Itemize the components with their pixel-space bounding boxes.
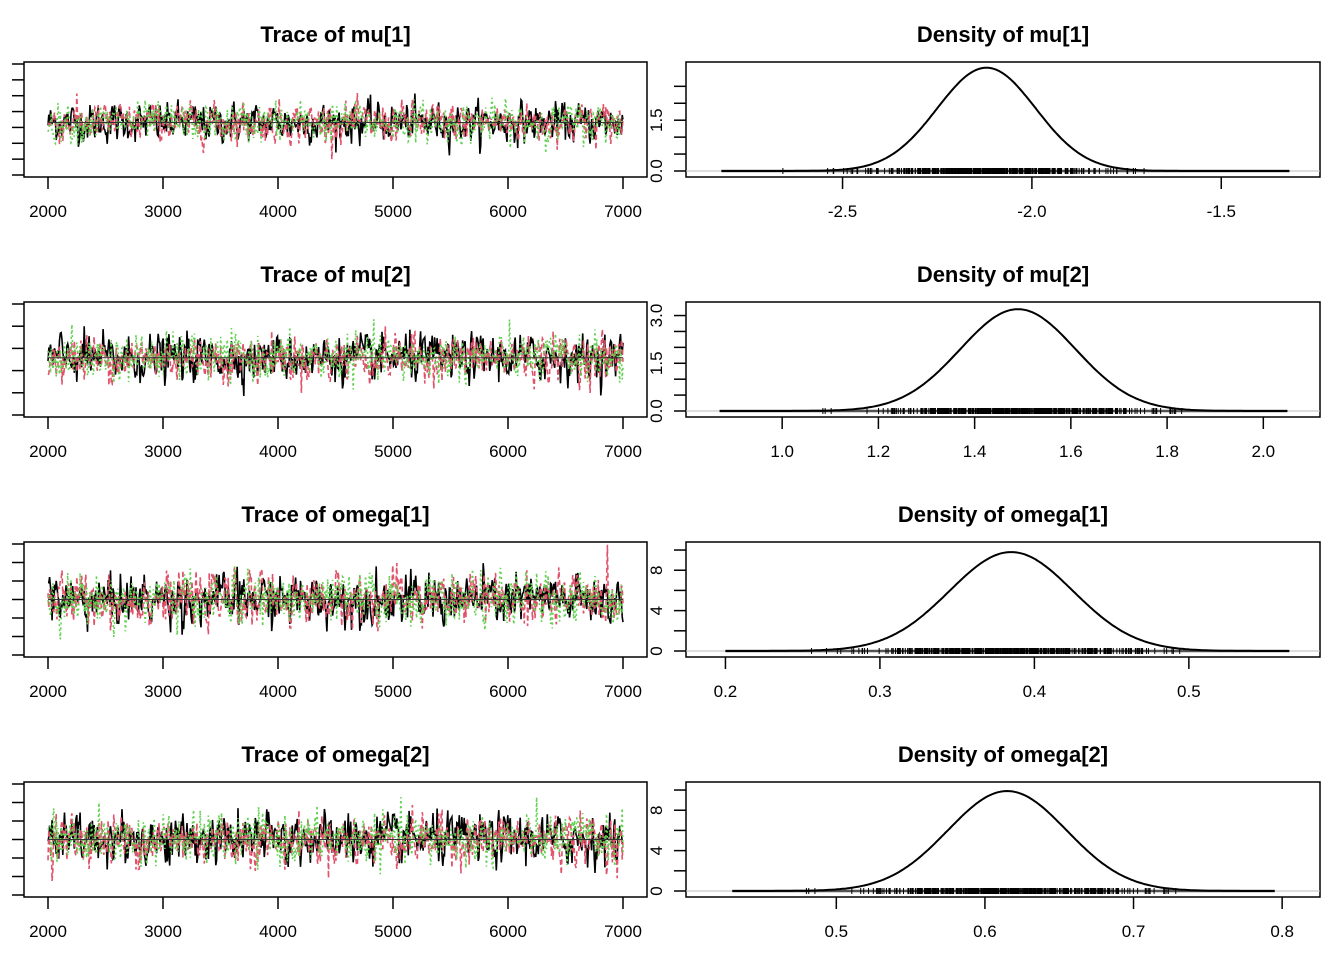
plot-frame xyxy=(23,61,648,178)
y-tick-label: 1.5 xyxy=(647,351,666,375)
plot-frame xyxy=(685,541,1321,658)
chart-title: Density of mu[2] xyxy=(917,262,1089,287)
density-curve xyxy=(719,308,1288,412)
y-tick-label: 8 xyxy=(647,805,666,814)
x-tick-label: 0.5 xyxy=(1177,682,1201,701)
rug-marks xyxy=(822,408,1183,414)
rug-marks xyxy=(782,168,1145,174)
x-tick-label: 0.6 xyxy=(973,922,997,941)
density-panel-1: Density of mu[1] 0.0 1.5 -2.5 -2.0 -1.5 xyxy=(647,22,1321,221)
y-tick-label: 0.0 xyxy=(647,159,666,183)
trace-panel-4: Trace of omega[2] 2000 3000 4000 5000 6000 700… xyxy=(12,742,648,941)
x-tick-label: 3000 xyxy=(144,682,182,701)
x-tick-label: 3000 xyxy=(144,922,182,941)
x-tick-label: 1.6 xyxy=(1059,442,1083,461)
x-tick-label: 1.0 xyxy=(770,442,794,461)
trace-panel-2: Trace of mu[2] 2000 3000 4000 5000 6000 7000 xyxy=(12,262,648,461)
x-tick-label: 2.0 xyxy=(1251,442,1275,461)
x-tick-label: 7000 xyxy=(604,682,642,701)
x-tick-label: -2.0 xyxy=(1017,202,1046,221)
x-tick-label: 5000 xyxy=(374,442,412,461)
rug-marks xyxy=(811,648,1181,654)
y-tick-label: 4 xyxy=(647,846,666,855)
chart-title: Trace of mu[2] xyxy=(260,262,410,287)
x-tick-label: 4000 xyxy=(259,202,297,221)
plot-frame xyxy=(685,301,1321,418)
chart-title: Density of mu[1] xyxy=(917,22,1089,47)
x-tick-label: 0.5 xyxy=(824,922,848,941)
plot-frame xyxy=(685,61,1321,178)
y-tick-label: 1.5 xyxy=(647,108,666,132)
x-tick-label: 2000 xyxy=(29,442,67,461)
y-tick-label: 0 xyxy=(647,646,666,655)
chain-line-3 xyxy=(47,566,624,640)
x-tick-label: 0.3 xyxy=(868,682,892,701)
x-tick-label: 7000 xyxy=(604,442,642,461)
chart-title: Density of omega[2] xyxy=(898,742,1108,767)
chart-title: Density of omega[1] xyxy=(898,502,1108,527)
y-tick-label: 0 xyxy=(647,886,666,895)
x-tick-label: -1.5 xyxy=(1207,202,1236,221)
rug-marks xyxy=(805,888,1177,894)
trace-panel-1: Trace of mu[1] 2000 3000 4000 5000 6000 7000 xyxy=(12,22,648,221)
trace-panel-3: Trace of omega[1] 2000 3000 4000 5000 6000 700… xyxy=(12,502,648,701)
chain-line-2 xyxy=(47,544,624,635)
x-tick-label: 4000 xyxy=(259,442,297,461)
chart-title: Trace of omega[2] xyxy=(241,742,429,767)
chart-title: Trace of omega[1] xyxy=(241,502,429,527)
chain-line-2 xyxy=(47,92,624,160)
x-tick-label: 5000 xyxy=(374,682,412,701)
x-tick-label: 1.2 xyxy=(867,442,891,461)
x-tick-label: 6000 xyxy=(489,682,527,701)
density-panel-4: Density of omega[2] 0 4 8 0.5 0.6 0.7 0.8 xyxy=(647,742,1321,941)
x-tick-label: 0.8 xyxy=(1270,922,1294,941)
chart-title: Trace of mu[1] xyxy=(260,22,410,47)
x-tick-label: 0.7 xyxy=(1122,922,1146,941)
density-curve xyxy=(725,551,1290,652)
x-tick-label: 6000 xyxy=(489,442,527,461)
x-tick-label: 7000 xyxy=(604,202,642,221)
y-tick-label: 0.0 xyxy=(647,399,666,423)
x-tick-label: 1.8 xyxy=(1155,442,1179,461)
x-tick-label: 2000 xyxy=(29,922,67,941)
plot-frame xyxy=(685,781,1321,898)
x-tick-label: 2000 xyxy=(29,202,67,221)
y-tick-label: 4 xyxy=(647,606,666,615)
x-tick-label: 7000 xyxy=(604,922,642,941)
x-tick-label: 3000 xyxy=(144,442,182,461)
x-tick-label: 4000 xyxy=(259,682,297,701)
x-tick-label: 3000 xyxy=(144,202,182,221)
plot-frame xyxy=(23,301,648,418)
y-tick-label: 3.0 xyxy=(647,304,666,328)
x-tick-label: 2000 xyxy=(29,682,67,701)
x-tick-label: 4000 xyxy=(259,922,297,941)
x-tick-label: 6000 xyxy=(489,202,527,221)
density-curve xyxy=(732,789,1275,892)
x-tick-label: 5000 xyxy=(374,922,412,941)
x-tick-label: 6000 xyxy=(489,922,527,941)
x-tick-label: 0.4 xyxy=(1023,682,1047,701)
chain-line-3 xyxy=(47,797,624,875)
y-tick-label: 8 xyxy=(647,565,666,574)
density-curve xyxy=(721,66,1290,172)
x-tick-label: 5000 xyxy=(374,202,412,221)
chain-line-2 xyxy=(47,804,624,882)
x-tick-label: -2.5 xyxy=(828,202,857,221)
density-panel-3: Density of omega[1] 0 4 8 0.2 0.3 0.4 0.5 xyxy=(647,502,1321,701)
density-panel-2: Density of mu[2] 0.0 1.5 3.0 1.0 1.2 1.4 1.6 1.8… xyxy=(647,262,1321,461)
x-tick-label: 0.2 xyxy=(714,682,738,701)
x-tick-label: 1.4 xyxy=(963,442,987,461)
